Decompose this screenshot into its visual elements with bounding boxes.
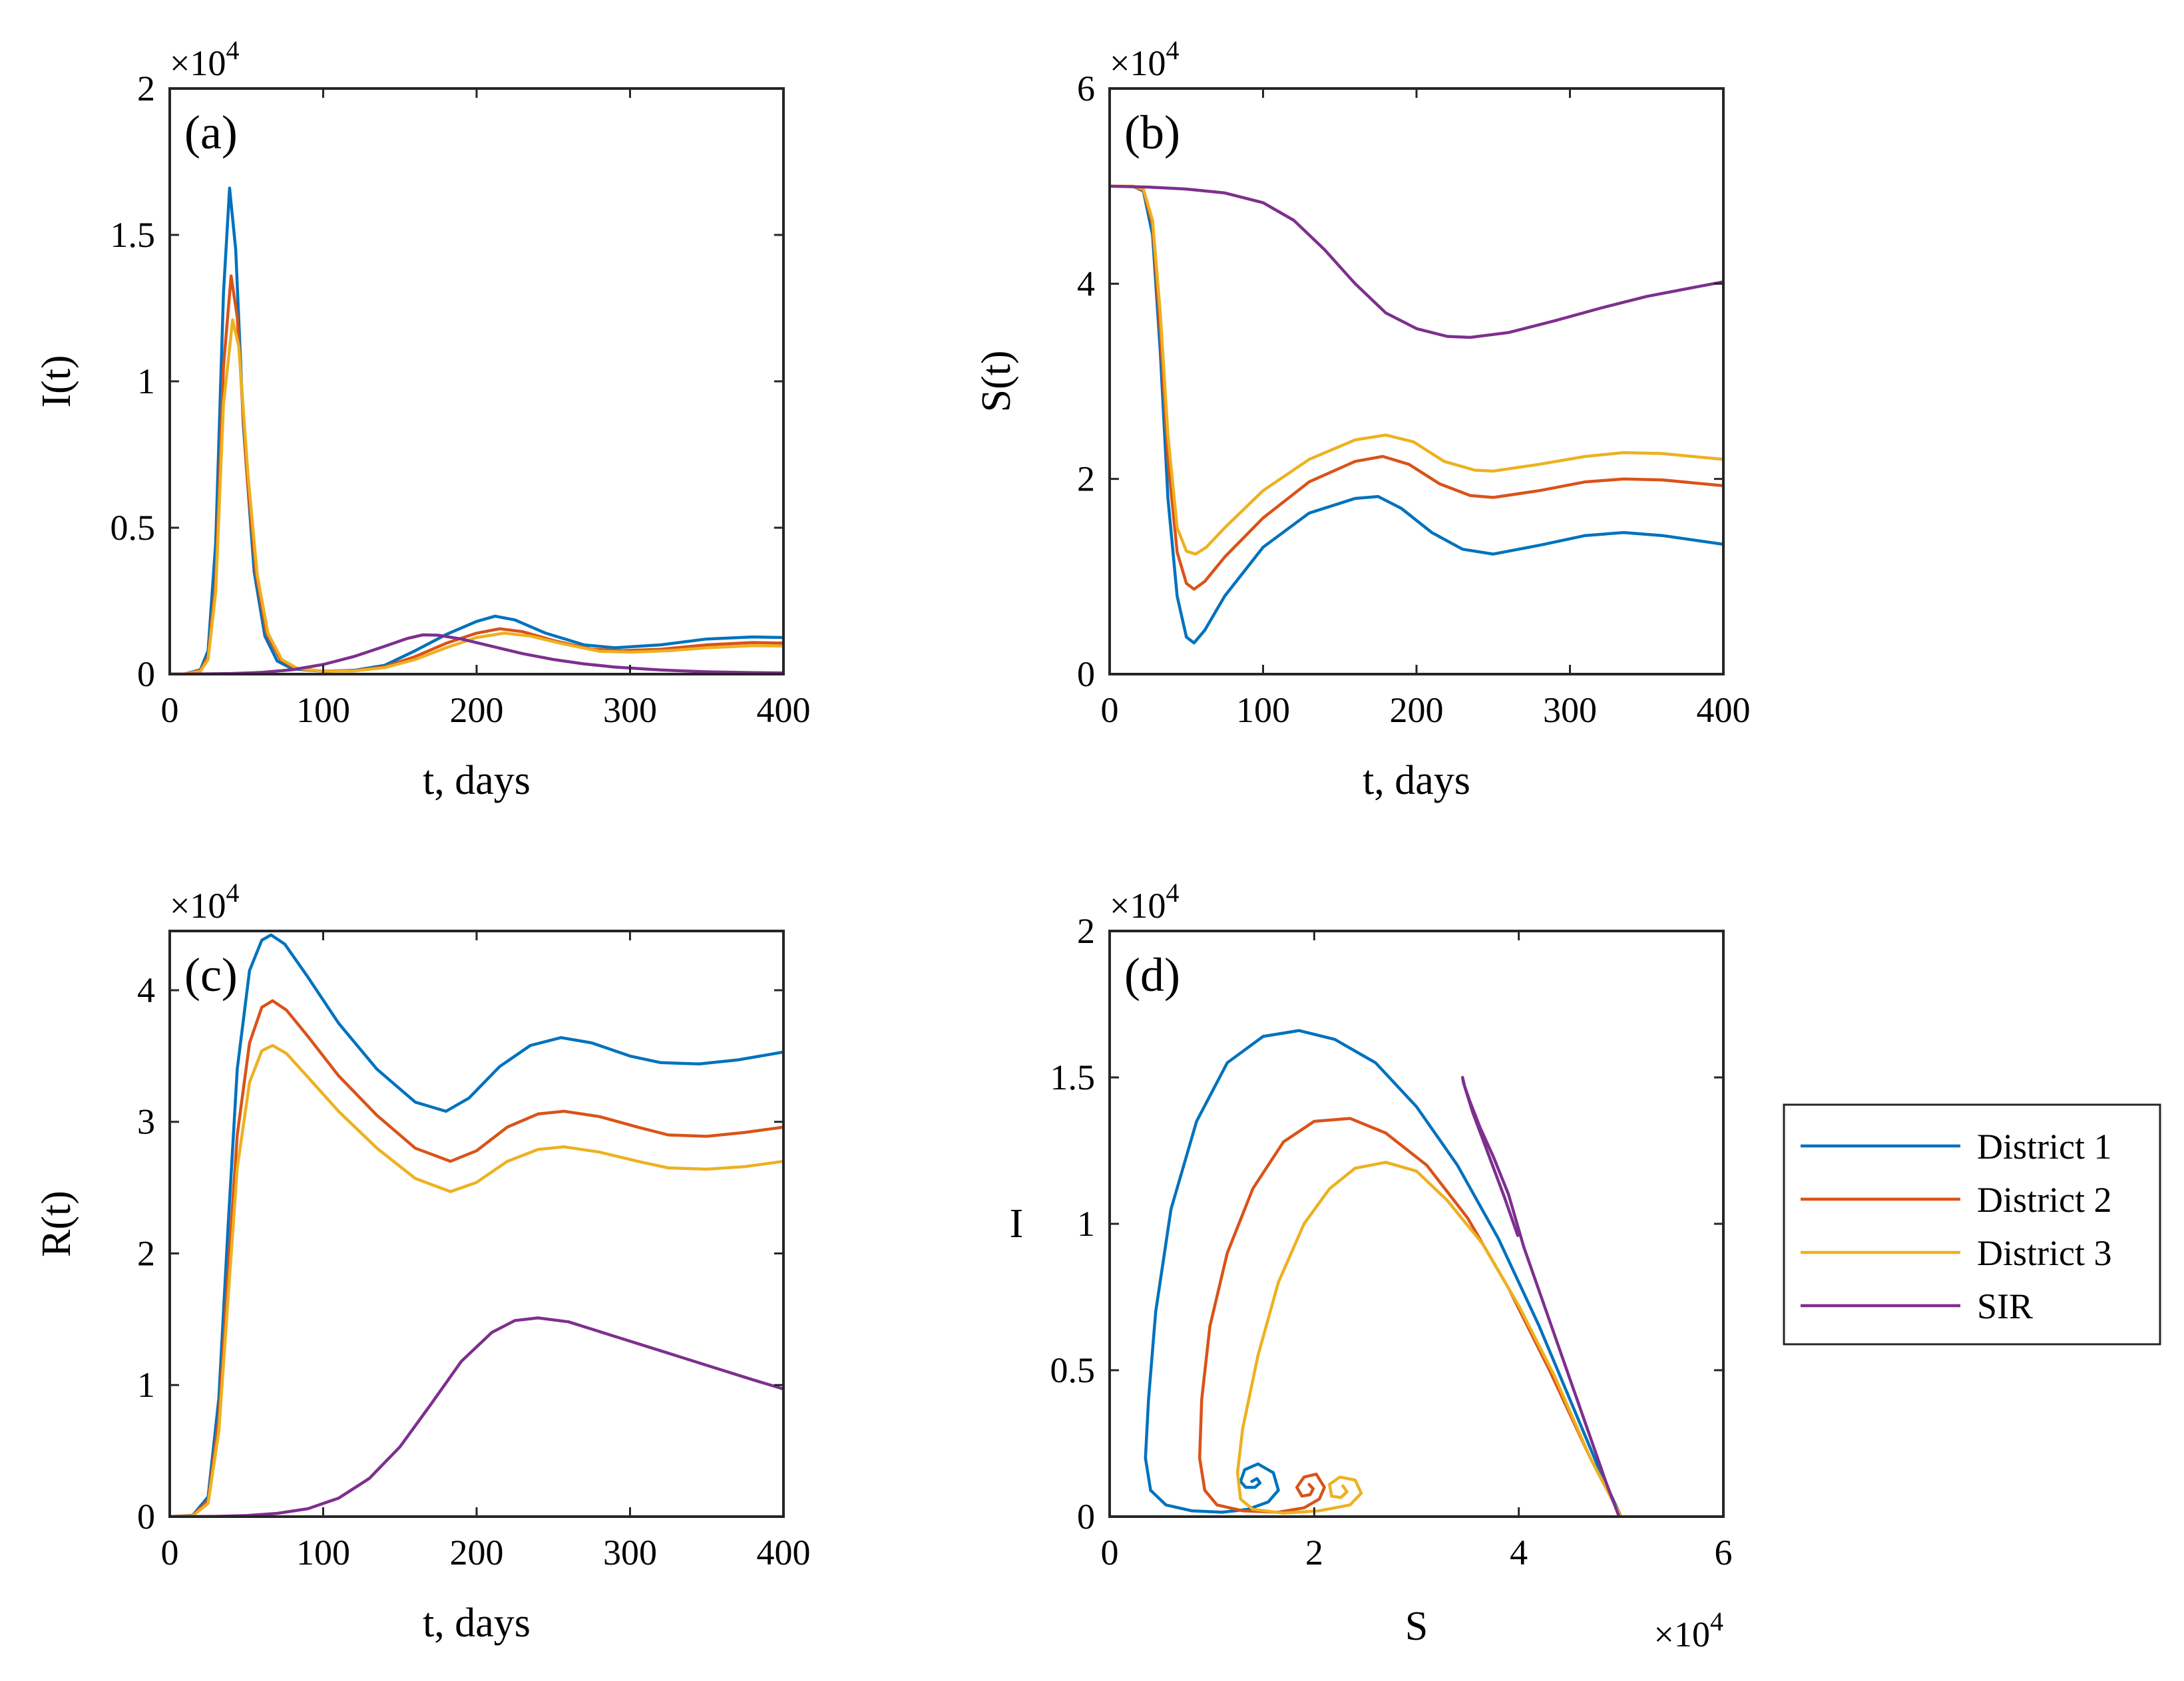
x-tick-label: 0 bbox=[1101, 690, 1119, 730]
x-tick-label: 6 bbox=[1715, 1533, 1733, 1573]
panel-label: (c) bbox=[184, 948, 238, 1002]
legend-label: SIR bbox=[1977, 1286, 2033, 1326]
y-tick-label: 1 bbox=[137, 361, 155, 401]
series-district-1 bbox=[1144, 1029, 1623, 1517]
x-tick-label: 0 bbox=[161, 1533, 179, 1573]
series-sir bbox=[170, 633, 783, 674]
x-tick-label: 400 bbox=[757, 1533, 811, 1573]
panel-a: 0 100 200 300 400 0 0.5 1 1.5 2 t, days I(t) (a) ×104 bbox=[34, 35, 811, 803]
y-axis-label: I(t) bbox=[34, 355, 79, 407]
y-tick-label: 4 bbox=[137, 970, 155, 1010]
series-district-3 bbox=[1235, 1161, 1623, 1517]
series-sir bbox=[170, 1316, 783, 1517]
x-tick-label: 100 bbox=[1236, 690, 1290, 730]
plot-area bbox=[1110, 89, 1723, 674]
x-axis-label: S bbox=[1405, 1604, 1428, 1649]
series-group bbox=[170, 186, 783, 674]
series-group bbox=[170, 933, 783, 1517]
legend-label: District 3 bbox=[1977, 1233, 2111, 1273]
y-exponent-label: ×104 bbox=[170, 35, 239, 83]
panel-label: (a) bbox=[184, 106, 238, 159]
plot-area bbox=[170, 931, 783, 1517]
y-tick-label: 0 bbox=[1077, 1497, 1095, 1537]
y-tick-label: 0 bbox=[137, 654, 155, 694]
series-district-3 bbox=[170, 1043, 783, 1517]
y-tick-label: 1.5 bbox=[110, 215, 156, 255]
y-tick-label: 2 bbox=[1077, 459, 1095, 499]
x-tick-label: 4 bbox=[1510, 1533, 1528, 1573]
y-tick-label: 1.5 bbox=[1050, 1057, 1096, 1097]
y-tick-label: 4 bbox=[1077, 264, 1095, 303]
panel-d: 0 2 4 6 0 0.5 1 1.5 2 S I (d) ×104 ×104 bbox=[1010, 878, 1733, 1654]
series-group bbox=[1110, 184, 1723, 645]
series-sir bbox=[1110, 184, 1723, 339]
panel-label: (b) bbox=[1124, 106, 1180, 159]
series-district-2 bbox=[1198, 1117, 1623, 1517]
plot-area bbox=[1110, 931, 1723, 1517]
y-tick-label: 0 bbox=[1077, 654, 1095, 694]
y-exponent-label: ×104 bbox=[1110, 35, 1179, 83]
series-district-3 bbox=[170, 318, 783, 674]
y-tick-label: 0.5 bbox=[110, 508, 156, 548]
x-tick-label: 0 bbox=[161, 690, 179, 730]
legend-label: District 1 bbox=[1977, 1127, 2111, 1167]
panel-label: (d) bbox=[1124, 948, 1180, 1002]
series-group bbox=[1144, 1029, 1623, 1517]
legend: District 1 District 2 District 3 SIR bbox=[1783, 1103, 2161, 1346]
x-axis-label: t, days bbox=[1363, 758, 1470, 803]
x-tick-label: 100 bbox=[296, 1533, 350, 1573]
y-tick-label: 0 bbox=[137, 1497, 155, 1537]
x-tick-label: 400 bbox=[757, 690, 811, 730]
y-tick-label: 2 bbox=[137, 1233, 155, 1273]
y-tick-label: 1 bbox=[137, 1365, 155, 1405]
y-tick-label: 1 bbox=[1077, 1204, 1095, 1244]
y-tick-label: 0.5 bbox=[1050, 1350, 1096, 1390]
legend-label: District 2 bbox=[1977, 1180, 2111, 1220]
series-district-2 bbox=[170, 999, 783, 1517]
x-tick-label: 200 bbox=[450, 690, 504, 730]
y-axis-label: S(t) bbox=[974, 351, 1019, 413]
x-tick-label: 300 bbox=[603, 690, 657, 730]
x-axis-label: t, days bbox=[423, 758, 531, 803]
panel-b: 0 100 200 300 400 0 2 4 6 t, days S(t) (b) ×104 bbox=[974, 35, 1751, 803]
y-axis-label: R(t) bbox=[34, 1191, 79, 1257]
x-tick-label: 2 bbox=[1305, 1533, 1323, 1573]
x-axis-label: t, days bbox=[423, 1600, 531, 1646]
y-exponent-label: ×104 bbox=[170, 878, 239, 926]
panel-c: 0 100 200 300 400 0 1 2 3 4 t, days R(t) (c) ×104 bbox=[34, 878, 811, 1646]
plot-area bbox=[170, 89, 783, 674]
x-tick-label: 200 bbox=[450, 1533, 504, 1573]
x-tick-label: 300 bbox=[603, 1533, 657, 1573]
x-exponent-label: ×104 bbox=[1654, 1606, 1723, 1654]
y-axis-label: I bbox=[1010, 1201, 1024, 1246]
y-tick-label: 2 bbox=[137, 69, 155, 108]
x-tick-label: 300 bbox=[1543, 690, 1597, 730]
y-tick-label: 2 bbox=[1077, 911, 1095, 951]
series-district-3 bbox=[1110, 184, 1723, 556]
y-tick-label: 3 bbox=[137, 1102, 155, 1142]
x-tick-label: 400 bbox=[1697, 690, 1751, 730]
y-exponent-label: ×104 bbox=[1110, 878, 1179, 926]
x-tick-label: 200 bbox=[1390, 690, 1444, 730]
x-tick-label: 0 bbox=[1101, 1533, 1119, 1573]
series-district-1 bbox=[170, 933, 783, 1517]
series-sir bbox=[1460, 1075, 1621, 1517]
y-tick-label: 6 bbox=[1077, 69, 1095, 108]
x-tick-label: 100 bbox=[296, 690, 350, 730]
